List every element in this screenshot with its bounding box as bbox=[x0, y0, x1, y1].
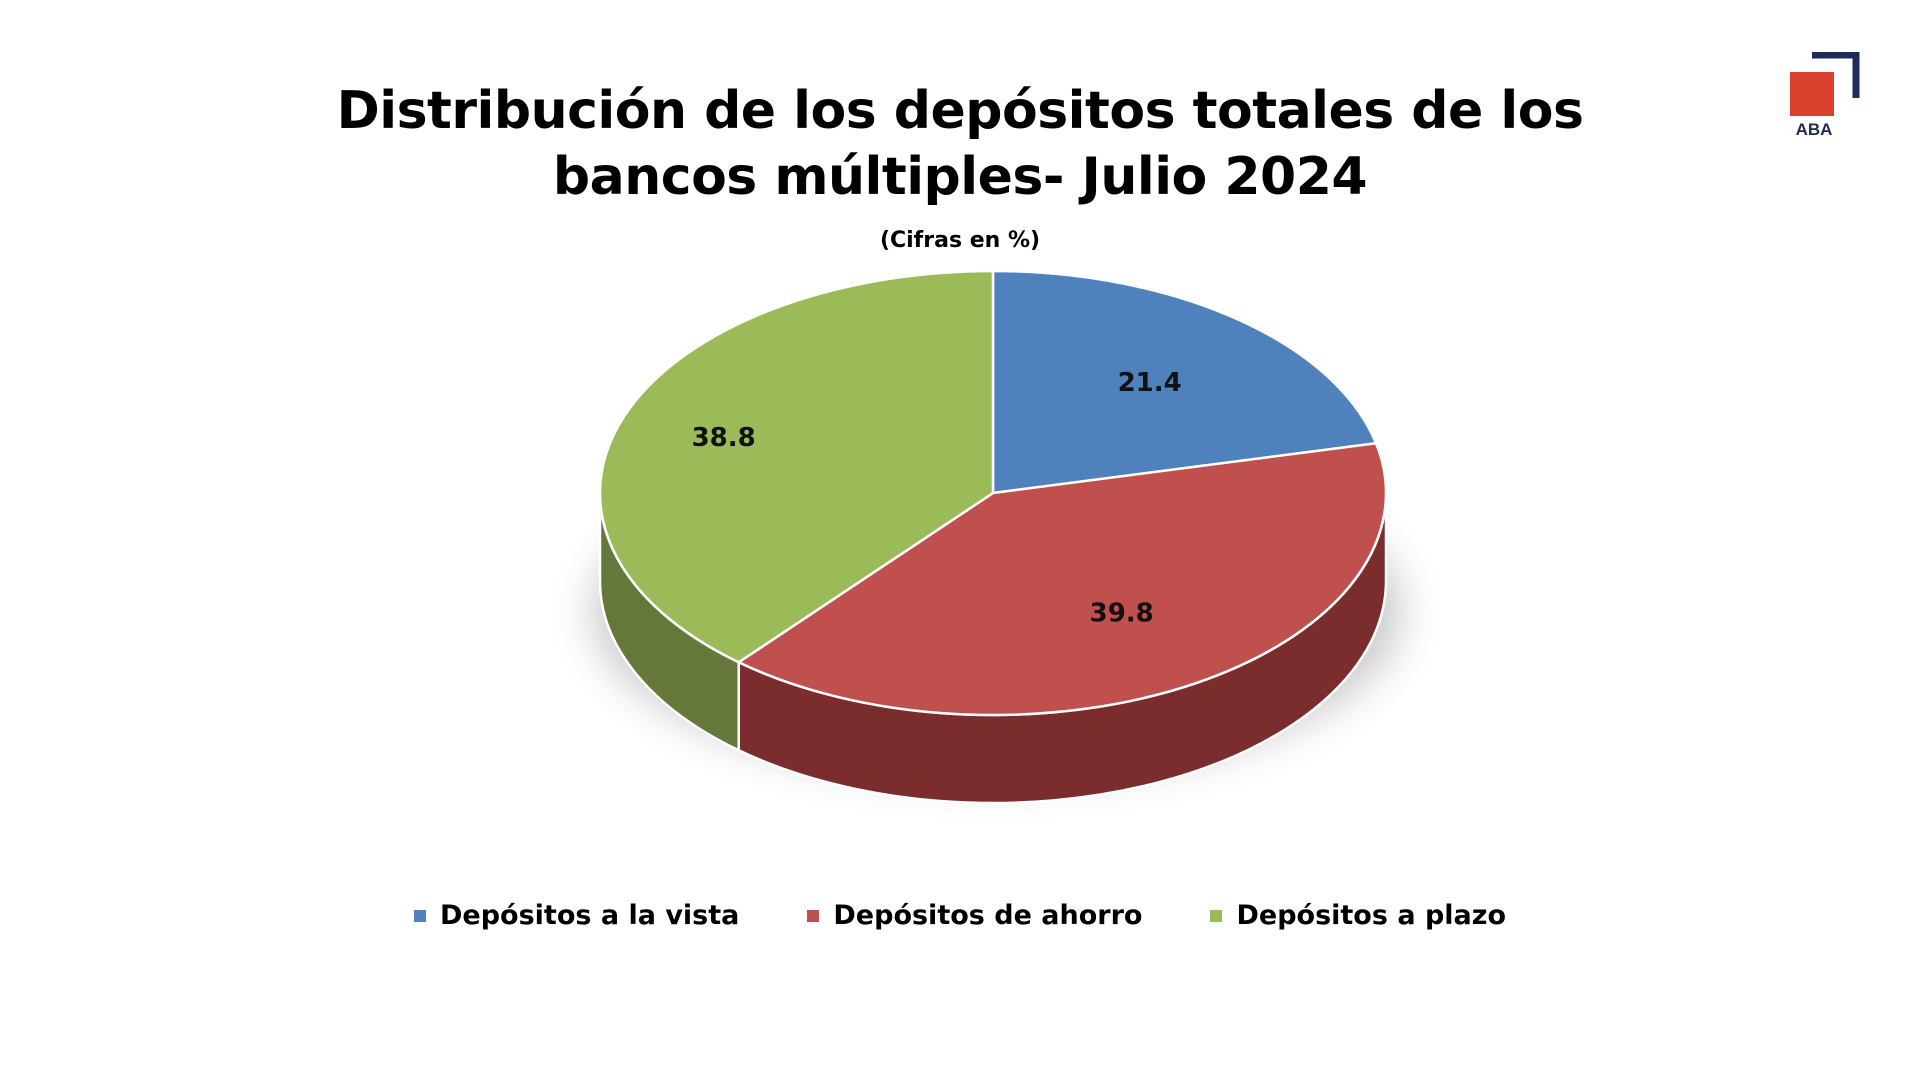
logo-mark-icon bbox=[1790, 51, 1860, 116]
legend-item: Depósitos a plazo bbox=[1210, 900, 1506, 931]
chart-subtitle: (Cifras en %) bbox=[879, 228, 1041, 253]
logo-text: ABA bbox=[1795, 120, 1833, 139]
pie-slice-2 bbox=[737, 441, 1388, 717]
data-label-3: 38.8 bbox=[692, 423, 756, 453]
legend-swatch bbox=[413, 909, 426, 922]
pie-chart: 21.4 39.8 38.8 bbox=[594, 269, 1400, 805]
aba-logo: ABA bbox=[1790, 51, 1860, 142]
legend-item: Depósitos de ahorro bbox=[807, 900, 1142, 931]
legend-swatch bbox=[807, 909, 820, 922]
legend-item: Depósitos a la vista bbox=[413, 900, 740, 931]
pie-labels: 21.4 39.8 38.8 bbox=[692, 368, 1182, 629]
data-label-1: 21.4 bbox=[1118, 368, 1182, 398]
pie-slice-1 bbox=[991, 269, 1378, 495]
legend-label: Depósitos de ahorro bbox=[833, 900, 1143, 931]
pie-slice-3 bbox=[598, 269, 995, 664]
pie-tops bbox=[598, 269, 1388, 717]
legend-swatch bbox=[1210, 909, 1223, 922]
data-label-2: 39.8 bbox=[1090, 598, 1154, 628]
legend-label: Depósitos a plazo bbox=[1236, 900, 1507, 931]
legend-label: Depósitos a la vista bbox=[439, 900, 740, 931]
chart-title: Distribución de los depósitos totales de… bbox=[336, 81, 1584, 207]
chart-legend: Depósitos a la vista Depósitos de ahorro D… bbox=[0, 900, 1920, 931]
